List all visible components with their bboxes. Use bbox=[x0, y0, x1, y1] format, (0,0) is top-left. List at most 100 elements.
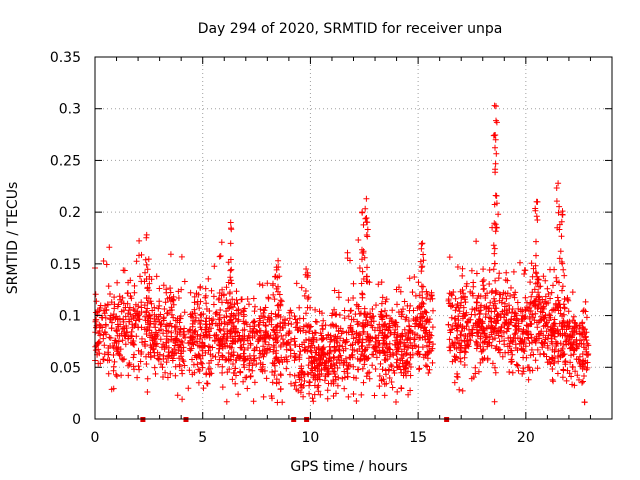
data-point bbox=[151, 311, 158, 318]
data-point bbox=[496, 338, 503, 345]
data-point bbox=[579, 351, 586, 357]
data-point bbox=[455, 340, 462, 347]
data-point bbox=[107, 291, 113, 297]
data-point bbox=[560, 341, 567, 348]
data-point bbox=[392, 337, 399, 344]
data-point bbox=[241, 364, 248, 371]
data-point bbox=[418, 245, 425, 252]
data-point bbox=[537, 317, 543, 324]
data-point bbox=[420, 257, 427, 264]
data-point bbox=[469, 306, 476, 313]
data-point bbox=[278, 298, 285, 305]
data-point bbox=[269, 379, 276, 386]
data-point bbox=[545, 299, 552, 306]
data-point bbox=[569, 363, 576, 370]
data-point bbox=[548, 335, 555, 342]
data-point bbox=[522, 267, 529, 274]
data-point bbox=[275, 257, 282, 264]
data-point bbox=[157, 311, 164, 318]
data-point bbox=[265, 333, 272, 340]
data-point bbox=[554, 294, 561, 301]
data-point bbox=[228, 310, 235, 317]
data-point bbox=[171, 346, 178, 353]
data-point bbox=[172, 324, 179, 331]
data-point bbox=[370, 318, 377, 325]
data-point bbox=[519, 370, 526, 377]
data-point bbox=[511, 331, 518, 338]
data-point bbox=[448, 326, 455, 333]
data-point bbox=[383, 380, 390, 387]
data-point bbox=[241, 305, 248, 312]
data-point bbox=[242, 319, 249, 326]
data-point bbox=[574, 372, 581, 379]
data-point bbox=[537, 300, 544, 306]
data-point bbox=[579, 319, 586, 326]
data-point bbox=[501, 303, 508, 310]
data-point bbox=[291, 382, 298, 389]
data-point bbox=[418, 283, 425, 290]
y-tick-label: 0.3 bbox=[59, 102, 81, 118]
data-point bbox=[344, 255, 351, 262]
data-point bbox=[492, 290, 499, 297]
data-point bbox=[363, 195, 370, 202]
data-point bbox=[150, 346, 157, 353]
data-point bbox=[295, 372, 302, 378]
y-tick-label: 0.35 bbox=[50, 50, 81, 66]
data-point bbox=[548, 289, 555, 296]
data-point bbox=[144, 266, 151, 273]
data-point bbox=[246, 301, 252, 308]
data-point bbox=[95, 330, 102, 337]
data-point bbox=[545, 291, 552, 297]
y-tick-labels: 0 0.05 0.1 0.15 0.2 0.25 0.3 0.35 bbox=[50, 50, 81, 428]
data-point bbox=[461, 332, 468, 339]
data-point bbox=[378, 377, 385, 383]
data-point bbox=[159, 364, 166, 371]
data-point bbox=[202, 292, 209, 299]
data-point bbox=[553, 341, 560, 347]
data-point bbox=[546, 317, 553, 324]
data-point bbox=[576, 353, 583, 360]
data-point bbox=[225, 350, 232, 356]
data-point bbox=[348, 331, 355, 338]
data-point bbox=[234, 300, 241, 307]
data-point bbox=[228, 266, 235, 273]
data-point bbox=[135, 324, 142, 331]
data-point bbox=[526, 364, 532, 371]
data-point bbox=[500, 329, 507, 336]
data-point bbox=[463, 283, 470, 290]
data-point bbox=[216, 356, 223, 363]
data-point bbox=[335, 356, 341, 363]
data-point bbox=[97, 305, 104, 311]
data-point bbox=[287, 371, 293, 378]
data-point bbox=[395, 341, 402, 348]
data-point bbox=[276, 379, 283, 386]
data-point bbox=[402, 316, 409, 323]
data-point bbox=[143, 295, 150, 301]
data-point bbox=[416, 351, 423, 358]
data-point bbox=[419, 263, 426, 270]
data-point bbox=[454, 264, 461, 270]
data-point bbox=[110, 352, 117, 358]
data-point bbox=[551, 359, 558, 366]
data-point bbox=[473, 305, 480, 312]
data-point bbox=[319, 336, 326, 343]
data-point bbox=[470, 292, 476, 299]
data-point bbox=[292, 324, 299, 331]
data-point bbox=[487, 299, 494, 306]
data-point bbox=[509, 369, 516, 376]
data-point bbox=[501, 311, 508, 318]
data-point bbox=[179, 396, 186, 403]
data-point bbox=[359, 342, 366, 349]
data-point bbox=[464, 319, 471, 326]
data-point bbox=[228, 328, 235, 335]
data-point bbox=[138, 349, 145, 355]
data-point bbox=[535, 276, 542, 283]
data-point bbox=[257, 306, 264, 313]
data-point bbox=[291, 372, 298, 379]
data-point bbox=[255, 336, 262, 343]
data-point bbox=[107, 335, 114, 341]
data-point bbox=[354, 321, 361, 328]
data-point bbox=[229, 376, 236, 383]
data-point bbox=[401, 339, 408, 346]
data-point bbox=[179, 356, 186, 363]
